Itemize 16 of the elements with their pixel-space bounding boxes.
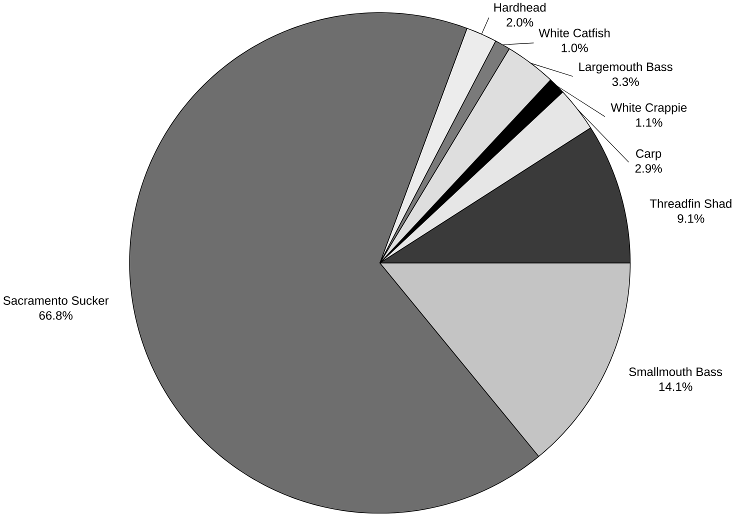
slice-label: White Catfish [538,28,610,38]
data-label: 9.1% [678,214,704,223]
data-label: 14.1% [659,382,692,392]
slice-label: Carp [636,149,662,160]
slice-label: Threadfin Shad [650,199,732,208]
data-label: 2.9% [635,164,662,173]
data-label: 1.1% [636,118,662,127]
data-label: 1.0% [562,44,588,52]
slice-label: Hardhead [494,3,546,12]
slice-label: Largemouth Bass [579,62,672,74]
data-label: 3.3% [612,78,639,86]
slice-label: Smallmouth Bass [629,367,722,376]
slice-label: White Crappie [610,103,687,114]
data-label: 2.0% [506,18,534,27]
slice-label: Sacramento Sucker [3,296,109,305]
data-label: 66.8% [39,311,73,320]
